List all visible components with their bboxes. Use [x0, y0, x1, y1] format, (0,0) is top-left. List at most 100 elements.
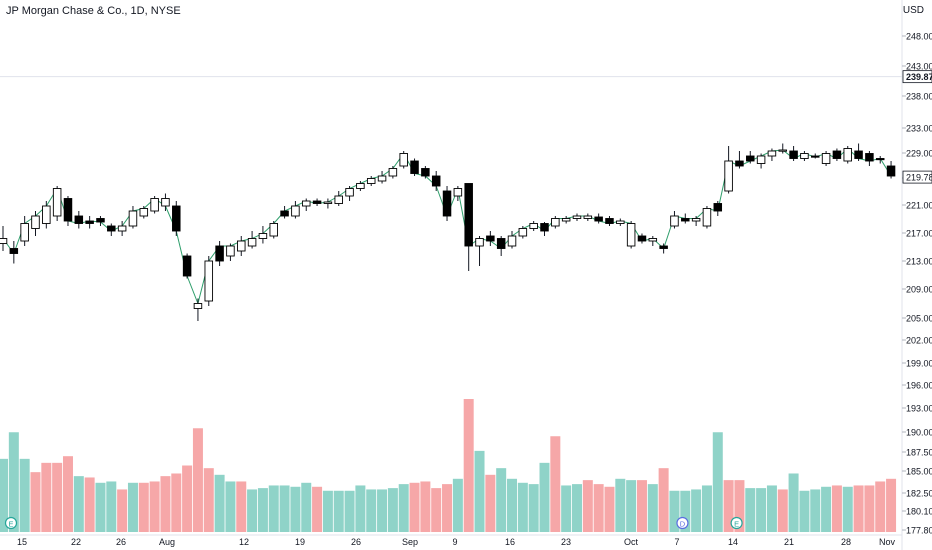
candle-body[interactable]: [258, 233, 268, 239]
candle-body[interactable]: [312, 200, 322, 204]
candle-body[interactable]: [399, 153, 408, 167]
candle-body[interactable]: [280, 210, 289, 217]
candle-body[interactable]: [832, 150, 842, 159]
candle-body[interactable]: [226, 245, 235, 257]
volume-bar: [507, 478, 518, 532]
candle-body[interactable]: [605, 218, 614, 224]
candle-body[interactable]: [518, 228, 528, 237]
candle-body[interactable]: [247, 238, 257, 247]
candle-body[interactable]: [0, 238, 8, 244]
candle-body[interactable]: [789, 150, 798, 159]
candle-body[interactable]: [486, 235, 495, 242]
candle-body[interactable]: [193, 303, 203, 309]
candle-body[interactable]: [626, 223, 636, 247]
candle-body[interactable]: [583, 215, 593, 219]
candle-body[interactable]: [431, 175, 441, 187]
candle-body[interactable]: [442, 190, 452, 217]
candle-body[interactable]: [161, 198, 170, 207]
time-tick-label: 21: [784, 537, 794, 547]
candle-body[interactable]: [9, 248, 19, 254]
candle-body[interactable]: [377, 175, 387, 182]
earnings-marker[interactable]: [4, 516, 18, 530]
candle-body[interactable]: [204, 260, 214, 302]
volume-bar: [30, 472, 41, 532]
candle-body[interactable]: [107, 225, 116, 232]
crosshair-price-label: 239.87: [906, 72, 932, 82]
candle-body[interactable]: [735, 160, 744, 167]
candle-body[interactable]: [702, 208, 712, 227]
candle-body[interactable]: [637, 235, 647, 242]
earnings-marker[interactable]: [730, 516, 743, 530]
candle-body[interactable]: [323, 201, 333, 204]
candle-body[interactable]: [366, 178, 376, 184]
volume-bar: [636, 480, 647, 532]
volume-bar: [842, 486, 853, 532]
candle-body[interactable]: [529, 223, 538, 229]
candle-body[interactable]: [691, 218, 701, 222]
volume-bar: [766, 485, 777, 532]
last-price-badge: [902, 170, 932, 184]
candle-body[interactable]: [724, 160, 733, 192]
candle-body[interactable]: [767, 150, 777, 157]
candle-body[interactable]: [616, 220, 625, 224]
candle-body[interactable]: [475, 238, 484, 247]
candle-body[interactable]: [85, 220, 94, 224]
candle-body[interactable]: [128, 210, 138, 227]
candle-body[interactable]: [746, 155, 755, 162]
candle-body[interactable]: [507, 235, 517, 247]
candle-body[interactable]: [875, 158, 885, 161]
volume-bar: [442, 484, 453, 532]
candle-body[interactable]: [854, 150, 863, 159]
candle-body[interactable]: [334, 195, 343, 204]
candle-body[interactable]: [572, 215, 582, 219]
candle-body[interactable]: [713, 203, 723, 212]
candle-body[interactable]: [52, 188, 62, 217]
candle-body[interactable]: [172, 205, 181, 232]
candle-body[interactable]: [301, 200, 311, 207]
candle-body[interactable]: [63, 198, 73, 222]
candle-body[interactable]: [551, 218, 560, 227]
candle-body[interactable]: [356, 183, 365, 189]
candle-body[interactable]: [811, 155, 820, 158]
candle-body[interactable]: [670, 215, 679, 227]
candle-body[interactable]: [42, 205, 51, 224]
candle-body[interactable]: [821, 153, 831, 164]
price-tick-label: 202.00: [906, 336, 932, 346]
candle-body[interactable]: [20, 223, 29, 242]
candle-body[interactable]: [540, 223, 549, 232]
candle-body[interactable]: [421, 168, 430, 177]
candle-body[interactable]: [117, 225, 127, 232]
candle-body[interactable]: [681, 218, 690, 222]
candle-body[interactable]: [865, 153, 874, 162]
candle-body[interactable]: [139, 208, 149, 217]
candle-body[interactable]: [496, 238, 506, 249]
candle-body[interactable]: [291, 205, 300, 217]
candle-body[interactable]: [453, 188, 463, 197]
candle-body[interactable]: [843, 148, 852, 162]
price-tick-label: 229.00: [906, 149, 932, 159]
dividend-marker[interactable]: [676, 516, 689, 530]
candle-body[interactable]: [561, 218, 571, 222]
candle-body[interactable]: [388, 168, 398, 177]
candle-body[interactable]: [800, 153, 809, 159]
candle-body[interactable]: [237, 240, 246, 252]
candle-body[interactable]: [74, 215, 84, 224]
volume-bar: [62, 456, 73, 532]
candle-body[interactable]: [648, 238, 658, 242]
candle-body[interactable]: [31, 215, 40, 229]
candle-body[interactable]: [659, 245, 668, 249]
candle-body[interactable]: [756, 155, 766, 164]
candle-body[interactable]: [464, 183, 473, 247]
candle-body[interactable]: [886, 165, 896, 177]
candle-body[interactable]: [410, 160, 419, 174]
price-tick-label: 248.00: [906, 32, 932, 42]
candle-body[interactable]: [215, 245, 224, 262]
candle-body[interactable]: [182, 255, 192, 277]
candle-body[interactable]: [150, 198, 159, 212]
candle-body[interactable]: [96, 218, 105, 223]
candle-body[interactable]: [269, 223, 279, 237]
candle-body[interactable]: [345, 188, 354, 197]
candle-body[interactable]: [594, 216, 603, 222]
candle-body[interactable]: [778, 149, 788, 152]
